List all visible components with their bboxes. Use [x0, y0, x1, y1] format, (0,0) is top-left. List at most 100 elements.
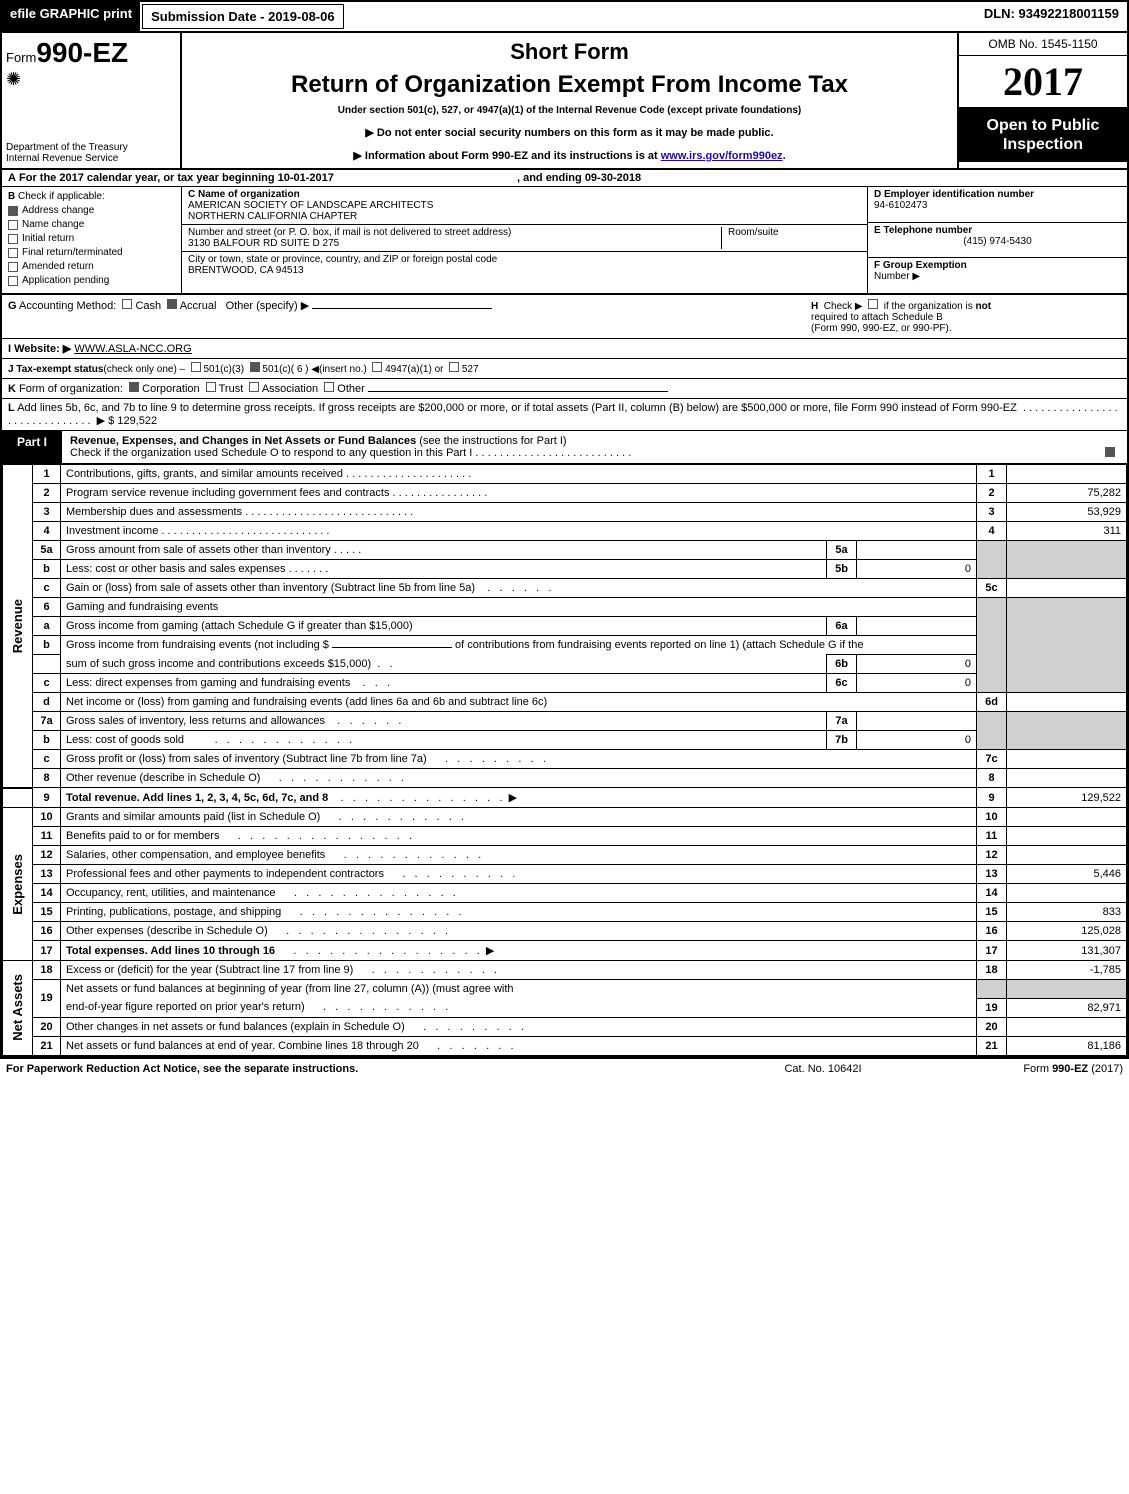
cb-name-change[interactable]: Name change [8, 219, 175, 230]
l6-num: 6 [33, 598, 61, 617]
g-other-line [312, 308, 492, 309]
l14-val [1007, 884, 1127, 903]
l10-val [1007, 808, 1127, 827]
l6d-rnum: 6d [977, 693, 1007, 712]
revenue-side-label: Revenue [3, 465, 33, 788]
checkbox-icon [8, 234, 18, 244]
checkbox-icon[interactable] [449, 362, 459, 372]
k-assoc: Association [262, 383, 318, 395]
l5b-sv: 0 [857, 560, 977, 579]
checkbox-icon[interactable] [167, 299, 177, 309]
l7ab-shade-val [1007, 712, 1127, 750]
col-d-e-f: D Employer identification number 94-6102… [867, 187, 1127, 293]
j-501c3: 501(c)(3) [203, 364, 244, 375]
checkbox-icon[interactable] [122, 299, 132, 309]
line-7b: b Less: cost of goods sold . . . . . . .… [3, 731, 1127, 750]
l4-val: 311 [1007, 522, 1127, 541]
instructions-link[interactable]: www.irs.gov/form990ez [661, 150, 783, 162]
checkbox-icon[interactable] [324, 382, 334, 392]
l3-desc: Membership dues and assessments . . . . … [61, 503, 977, 522]
return-title: Return of Organization Exempt From Incom… [190, 71, 949, 99]
l6c-sv: 0 [857, 674, 977, 693]
line-6c: c Less: direct expenses from gaming and … [3, 674, 1127, 693]
l16-rnum: 16 [977, 922, 1007, 941]
checkbox-icon[interactable] [868, 299, 878, 309]
l17-val: 131,307 [1007, 941, 1127, 961]
cb-final-return[interactable]: Final return/terminated [8, 247, 175, 258]
l5c-val [1007, 579, 1127, 598]
l11-val [1007, 827, 1127, 846]
line-6d: d Net income or (loss) from gaming and f… [3, 693, 1127, 712]
j-4947: 4947(a)(1) or [385, 364, 443, 375]
checkbox-icon[interactable] [1105, 447, 1115, 457]
ein-value: 94-6102473 [874, 200, 1121, 211]
l6a-num: a [33, 617, 61, 636]
l2-num: 2 [33, 484, 61, 503]
org-name-1: AMERICAN SOCIETY OF LANDSCAPE ARCHITECTS [188, 200, 861, 211]
form-number-block: Form990-EZ ✺ [6, 37, 176, 90]
l7b-sv: 0 [857, 731, 977, 750]
l19-desc1: Net assets or fund balances at beginning… [61, 980, 977, 999]
checkbox-icon[interactable] [372, 362, 382, 372]
line-19-1: 19 Net assets or fund balances at beginn… [3, 980, 1127, 999]
room-label: Room/suite [728, 227, 861, 238]
line-17: 17 Total expenses. Add lines 10 through … [3, 941, 1127, 961]
line-6b-1: b Gross income from fundraising events (… [3, 636, 1127, 655]
l-text: Add lines 5b, 6c, and 7b to line 9 to de… [17, 402, 1017, 414]
l6a-sv [857, 617, 977, 636]
l1-val [1007, 465, 1127, 484]
l10-rnum: 10 [977, 808, 1007, 827]
l3-rnum: 3 [977, 503, 1007, 522]
open-line2: Inspection [963, 135, 1123, 154]
l2-rnum: 2 [977, 484, 1007, 503]
row-j-tax-status: J Tax-exempt status(check only one) – 50… [2, 359, 1127, 379]
cb-amended-return[interactable]: Amended return [8, 261, 175, 272]
l4-num: 4 [33, 522, 61, 541]
checkbox-icon [8, 248, 18, 258]
checkbox-icon[interactable] [249, 382, 259, 392]
header-right: OMB No. 1545-1150 2017 Open to Public In… [957, 33, 1127, 168]
f-group-row: F Group Exemption Number ▶ [868, 258, 1127, 293]
line-14: 14 Occupancy, rent, utilities, and maint… [3, 884, 1127, 903]
l6b-num-cont [33, 655, 61, 674]
l6-desc: Gaming and fundraising events [61, 598, 977, 617]
checkbox-icon[interactable] [250, 362, 260, 372]
open-to-public: Open to Public Inspection [959, 108, 1127, 162]
topbar: efile GRAPHIC print Submission Date - 20… [2, 2, 1127, 33]
l21-num: 21 [33, 1036, 61, 1055]
line-16: 16 Other expenses (describe in Schedule … [3, 922, 1127, 941]
l12-val [1007, 846, 1127, 865]
l7b-desc: Less: cost of goods sold . . . . . . . .… [61, 731, 827, 750]
line-4: 4 Investment income . . . . . . . . . . … [3, 522, 1127, 541]
cb-application-pending[interactable]: Application pending [8, 275, 175, 286]
l5a-sv [857, 541, 977, 560]
l9-num: 9 [33, 788, 61, 808]
cb-app-label: Application pending [22, 275, 109, 286]
warning-line-1: ▶ Do not enter social security numbers o… [190, 126, 949, 139]
c-street-row: Number and street (or P. O. box, if mail… [182, 225, 867, 252]
l18-rnum: 18 [977, 961, 1007, 980]
l7c-val [1007, 750, 1127, 769]
l7a-desc: Gross sales of inventory, less returns a… [61, 712, 827, 731]
l6c-sn: 6c [827, 674, 857, 693]
l17-desc: Total expenses. Add lines 10 through 16 … [61, 941, 977, 961]
l14-num: 14 [33, 884, 61, 903]
label-h: H [811, 301, 818, 312]
l3-val: 53,929 [1007, 503, 1127, 522]
checkbox-icon[interactable] [206, 382, 216, 392]
checkbox-icon[interactable] [129, 382, 139, 392]
expenses-side-label: Expenses [3, 808, 33, 961]
j-insert: ◀(insert no.) [311, 364, 366, 375]
form-number: 990-EZ [36, 37, 128, 68]
cb-address-change[interactable]: Address change [8, 205, 175, 216]
l6d-desc: Net income or (loss) from gaming and fun… [61, 693, 977, 712]
checkbox-icon[interactable] [191, 362, 201, 372]
a-begin-date: 10-01-2017 [278, 172, 334, 184]
line-11: 11 Benefits paid to or for members . . .… [3, 827, 1127, 846]
part-i-label: Part I [2, 431, 62, 463]
website-value[interactable]: WWW.ASLA-NCC.ORG [74, 343, 191, 355]
l21-rnum: 21 [977, 1036, 1007, 1055]
line-18: Net Assets 18 Excess or (deficit) for th… [3, 961, 1127, 980]
cb-initial-return[interactable]: Initial return [8, 233, 175, 244]
l19-val: 82,971 [1007, 998, 1127, 1017]
